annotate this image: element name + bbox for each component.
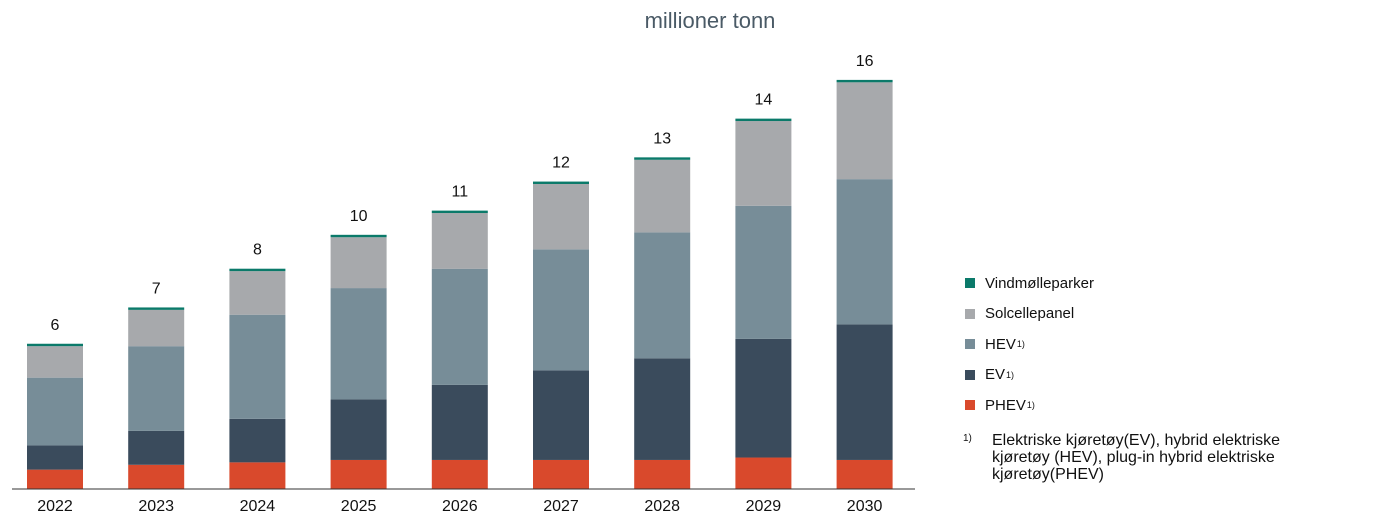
x-tick-label-2025: 2025 [341, 498, 377, 515]
x-tick-label-2024: 2024 [240, 498, 276, 515]
bar-segment-phev-2025 [330, 459, 387, 489]
total-label-2030: 16 [856, 53, 874, 70]
x-tick-label-2023: 2023 [138, 498, 174, 515]
bar-segment-phev-2029 [735, 457, 792, 489]
bar-segment-vindmølleparker-2022 [27, 343, 83, 347]
bar-segment-vindmølleparker-2023 [128, 307, 185, 310]
legend-swatch [965, 339, 975, 350]
x-tick-label-2030: 2030 [847, 498, 883, 515]
bar-segment-hev-2028 [634, 232, 691, 359]
chart-title: millioner tonn [644, 8, 776, 33]
bar-segment-vindmølleparker-2025 [330, 234, 387, 238]
legend-swatch [965, 308, 975, 319]
bar-segment-hev-2027 [533, 249, 589, 371]
bar-segment-solcellepanel-2027 [533, 183, 589, 250]
labels-layer: 6 2022 7 2023 8 2024 10 2025 11 2026 12 2027 13 2028 1… [37, 53, 882, 515]
footnote: 1) Elektriske kjøretøy(EV), hybrid elekt… [963, 432, 1332, 483]
bar-segment-solcellepanel-2023 [128, 309, 185, 347]
legend-item-ev: EV 1) [965, 360, 1094, 391]
total-label-2027: 12 [552, 155, 570, 172]
bar-segment-hev-2023 [128, 346, 185, 431]
legend-swatch [965, 400, 975, 411]
bar-segment-solcellepanel-2024 [229, 271, 286, 315]
bar-segment-ev-2029 [735, 338, 792, 458]
legend-label: Vindmølleparker [985, 274, 1094, 292]
bar-segment-vindmølleparker-2024 [229, 268, 286, 272]
bar-segment-vindmølleparker-2030 [836, 79, 893, 83]
total-label-2029: 14 [755, 92, 773, 109]
bar-segment-vindmølleparker-2028 [634, 157, 691, 160]
bar-segment-vindmølleparker-2029 [735, 118, 792, 122]
bar-segment-ev-2024 [229, 418, 286, 463]
bar-segment-ev-2027 [533, 370, 589, 460]
bar-segment-phev-2024 [229, 462, 286, 489]
bar-segment-phev-2026 [431, 459, 488, 489]
total-label-2022: 6 [51, 317, 60, 334]
bar-segment-ev-2023 [128, 430, 185, 465]
bar-segment-hev-2030 [836, 179, 893, 325]
x-tick-label-2027: 2027 [543, 498, 579, 515]
x-tick-label-2022: 2022 [37, 498, 73, 515]
bar-segment-ev-2026 [431, 384, 488, 460]
legend: Vindmølleparker Solcellepanel HEV 1) EV 1) PHE… [965, 268, 1094, 421]
bar-segment-solcellepanel-2025 [330, 237, 387, 289]
bars-layer [27, 79, 893, 489]
bar-segment-ev-2025 [330, 399, 387, 460]
legend-footnote-ref: 1) [1016, 339, 1025, 350]
total-label-2024: 8 [253, 242, 262, 259]
stacked-bar-chart: 6 2022 7 2023 8 2024 10 2025 11 2026 12 2027 13 2028 1… [12, 53, 915, 515]
bar-segment-solcellepanel-2022 [27, 346, 83, 378]
bar-segment-hev-2029 [735, 205, 792, 339]
bar-segment-phev-2030 [836, 459, 893, 489]
legend-item-hev: HEV 1) [965, 329, 1094, 360]
bar-segment-phev-2022 [27, 469, 83, 489]
bar-segment-hev-2025 [330, 288, 387, 400]
legend-item-vindmølleparker: Vindmølleparker [965, 268, 1094, 299]
bar-segment-phev-2028 [634, 459, 691, 489]
bar-segment-solcellepanel-2029 [735, 121, 792, 206]
legend-label: EV [985, 366, 1006, 384]
bar-segment-ev-2022 [27, 445, 83, 470]
total-label-2026: 11 [451, 184, 468, 201]
x-tick-label-2029: 2029 [746, 498, 782, 515]
legend-swatch [965, 369, 975, 380]
bar-segment-solcellepanel-2030 [836, 82, 893, 180]
bar-segment-phev-2027 [533, 459, 589, 489]
bar-segment-phev-2023 [128, 464, 185, 489]
bar-segment-ev-2028 [634, 358, 691, 460]
footnote-mark: 1) [963, 433, 972, 444]
bar-segment-vindmølleparker-2026 [431, 210, 488, 214]
legend-footnote-ref: 1) [1006, 369, 1015, 380]
bar-segment-hev-2026 [431, 268, 488, 385]
legend-label: PHEV [985, 396, 1026, 414]
bar-segment-solcellepanel-2028 [634, 159, 691, 233]
legend-swatch [965, 278, 975, 289]
total-label-2023: 7 [152, 280, 161, 297]
footnote-text: Elektriske kjøretøy(EV), hybrid elektris… [992, 432, 1281, 483]
total-label-2025: 10 [350, 208, 368, 225]
bar-segment-hev-2024 [229, 314, 286, 419]
bar-segment-solcellepanel-2026 [431, 213, 488, 269]
x-tick-label-2026: 2026 [442, 498, 478, 515]
legend-label: HEV [985, 335, 1016, 353]
total-label-2028: 13 [653, 130, 671, 147]
legend-footnote-ref: 1) [1026, 400, 1035, 411]
legend-item-phev: PHEV 1) [965, 390, 1094, 421]
x-tick-label-2028: 2028 [644, 498, 680, 515]
bar-segment-vindmølleparker-2027 [533, 181, 589, 184]
legend-item-solcellepanel: Solcellepanel [965, 299, 1094, 330]
bar-segment-hev-2022 [27, 377, 83, 446]
legend-label: Solcellepanel [985, 305, 1075, 323]
bar-segment-ev-2030 [836, 324, 893, 460]
